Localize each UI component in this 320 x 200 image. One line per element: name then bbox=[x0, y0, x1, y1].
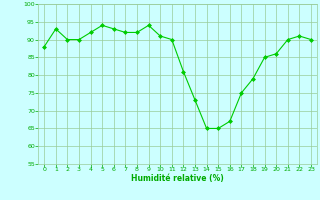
X-axis label: Humidité relative (%): Humidité relative (%) bbox=[131, 174, 224, 183]
